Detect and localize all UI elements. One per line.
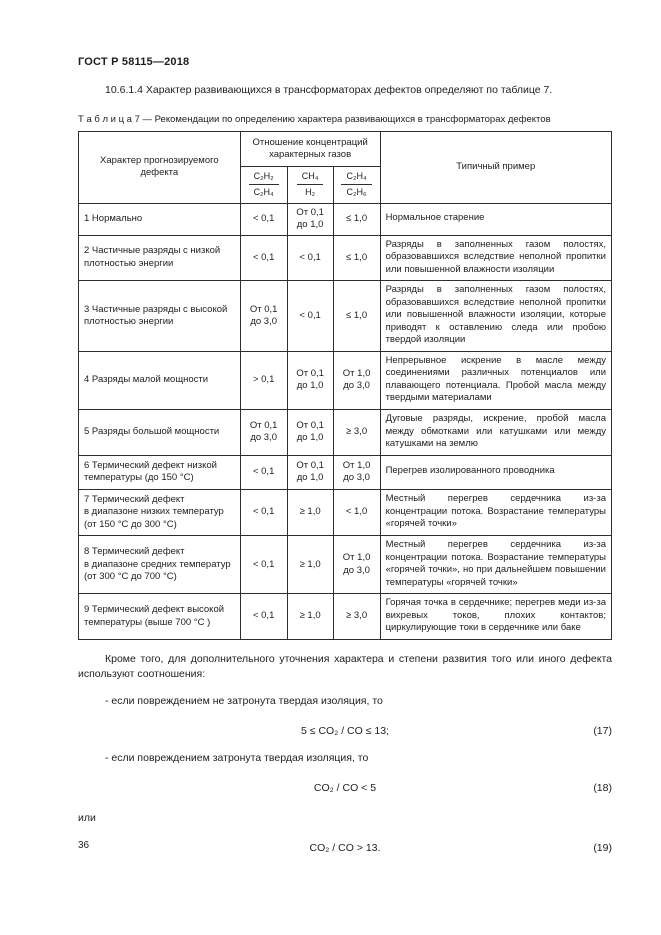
table-row: 1 Нормально < 0,1 От 0,1 до 1,0 ≤ 1,0 Но… — [78, 202, 613, 236]
col-header-ratios-group: Отношение концентраций характерных газов — [239, 131, 381, 168]
cell-defect: 3 Частичные разряды с высокой плотностью… — [78, 280, 241, 352]
cell-ratio-1: > 0,1 — [239, 350, 288, 410]
cell-ratio-3: От 1,0 до 3,0 — [332, 454, 381, 490]
table-row: 3 Частичные разряды с высокой плотностью… — [78, 280, 613, 352]
header-row-ratios: C₂H₂ C₂H₄ CH₄ H₂ C₂H₄ C₂H₆ — [79, 166, 612, 204]
cell-ratio-2: ≥ 1,0 — [286, 488, 334, 537]
cell-ratio-3: ≤ 1,0 — [332, 234, 381, 282]
cell-ratio-1: < 0,1 — [239, 454, 288, 490]
cell-ratio-3: ≥ 3,0 — [332, 593, 381, 640]
col-header-defect: Характер прогнозируемого дефекта — [78, 131, 241, 204]
cell-ratio-3: < 1,0 — [332, 488, 381, 537]
formula-expression: CO₂ / CO > 13. — [309, 842, 381, 855]
cell-example: Разряды в заполненных газом полостях, об… — [379, 234, 613, 282]
cell-ratio-3: ≤ 1,0 — [332, 280, 381, 352]
cell-defect: 5 Разряды большой мощности — [78, 408, 241, 456]
table-row: 2 Частичные разряды с низкой плотностью … — [78, 234, 613, 282]
gas-ratio-denominator: C₂H₄ — [253, 187, 274, 198]
cell-defect: 6 Термический дефект низкой температуры … — [78, 454, 241, 490]
formula-expression: 5 ≤ CO₂ / CO ≤ 13; — [301, 725, 389, 738]
cell-ratio-2: От 0,1 до 1,0 — [286, 350, 334, 410]
gas-ratio-numerator: CH₄ — [296, 170, 324, 186]
cell-ratio-1: От 0,1 до 3,0 — [239, 280, 288, 352]
cell-ratio-1: < 0,1 — [239, 234, 288, 282]
cell-ratio-2: < 0,1 — [286, 280, 334, 352]
formula-expression: CO₂ / CO < 5 — [313, 782, 377, 795]
cell-ratio-1: От 0,1 до 3,0 — [239, 408, 288, 456]
table-body: 1 Нормально < 0,1 От 0,1 до 1,0 ≤ 1,0 Но… — [78, 202, 613, 640]
cell-example: Дуговые разряды, искрение, пробой масла … — [379, 408, 613, 456]
cell-ratio-2: ≥ 1,0 — [286, 593, 334, 640]
cell-defect: 2 Частичные разряды с низкой плотностью … — [78, 234, 241, 282]
table-row: 5 Разряды большой мощности От 0,1 до 3,0… — [78, 408, 613, 456]
cell-ratio-1: < 0,1 — [239, 593, 288, 640]
cell-example: Нормальное старение — [379, 202, 613, 236]
cell-ratio-2: < 0,1 — [286, 234, 334, 282]
formula-row: CO₂ / CO < 5 (18) — [78, 782, 612, 796]
col-header-example: Типичный пример — [379, 131, 613, 204]
or-word: или — [78, 812, 96, 825]
cell-ratio-1: < 0,1 — [239, 535, 288, 595]
col-header-ratio-3: C₂H₄ C₂H₆ — [332, 166, 381, 204]
gas-ratio-fraction: C₂H₂ C₂H₄ — [248, 170, 279, 198]
col-header-ratio-2: CH₄ H₂ — [286, 166, 334, 204]
cell-ratio-3: От 1,0 до 3,0 — [332, 350, 381, 410]
section-paragraph: 10.6.1.4 Характер развивающихся в трансф… — [105, 84, 553, 96]
cell-example: Перегрев изолированного проводника — [379, 454, 613, 490]
cell-ratio-3: От 1,0 до 3,0 — [332, 535, 381, 595]
formula-row: 5 ≤ CO₂ / CO ≤ 13; (17) — [78, 725, 612, 739]
formula-row: CO₂ / CO > 13. (19) — [78, 842, 612, 856]
case-line-no-solid-insulation: - если повреждением не затронута твердая… — [105, 695, 383, 708]
doc-code: ГОСТ Р 58115—2018 — [78, 56, 190, 68]
cell-example: Непрерывное искрение в масле между соеди… — [379, 350, 613, 410]
cell-ratio-2: От 0,1 до 1,0 — [286, 408, 334, 456]
cell-example: Разряды в заполненных газом полостях, об… — [379, 280, 613, 352]
cell-defect: 1 Нормально — [78, 202, 241, 236]
cell-ratio-2: От 0,1 до 1,0 — [286, 454, 334, 490]
gas-ratio-numerator: C₂H₂ — [248, 170, 279, 186]
gas-ratio-denominator: H₂ — [305, 187, 316, 198]
gas-ratio-fraction: C₂H₄ C₂H₆ — [341, 170, 372, 198]
cell-defect: 7 Термический дефект в диапазоне низких … — [78, 488, 241, 537]
gas-ratio-denominator: C₂H₆ — [346, 187, 367, 198]
notes-intro: Кроме того, для дополнительного уточнени… — [78, 652, 612, 681]
cell-ratio-3: ≤ 1,0 — [332, 202, 381, 236]
cell-ratio-3: ≥ 3,0 — [332, 408, 381, 456]
formula-number: (17) — [593, 725, 612, 738]
gas-ratio-fraction: CH₄ H₂ — [296, 170, 324, 198]
cell-ratio-2: От 0,1 до 1,0 — [286, 202, 334, 236]
cell-ratio-2: ≥ 1,0 — [286, 535, 334, 595]
cell-ratio-1: < 0,1 — [239, 202, 288, 236]
table-row: 9 Термический дефект высокой температуры… — [78, 593, 613, 640]
cell-example: Местный перегрев сердечника из-за концен… — [379, 488, 613, 537]
cell-defect: 4 Разряды малой мощности — [78, 350, 241, 410]
cell-defect: 8 Термический дефект в диапазоне средних… — [78, 535, 241, 595]
header-row-group: Характер прогнозируемого дефекта Отношен… — [78, 131, 613, 204]
table-row: 8 Термический дефект в диапазоне средних… — [78, 535, 613, 595]
case-line-solid-insulation: - если повреждением затронута твердая из… — [105, 752, 369, 765]
cell-defect: 9 Термический дефект высокой температуры… — [78, 593, 241, 640]
defects-table: Характер прогнозируемого дефекта Отношен… — [78, 131, 613, 640]
table-header: Характер прогнозируемого дефекта Отношен… — [78, 131, 613, 204]
cell-example: Горячая точка в сердечнике; перегрев мед… — [379, 593, 613, 640]
cell-example: Местный перегрев сердечника из-за концен… — [379, 535, 613, 595]
table-caption: Т а б л и ц а 7 — Рекомендации по опреде… — [78, 114, 551, 126]
page-number: 36 — [78, 840, 90, 851]
table-row: 4 Разряды малой мощности > 0,1 От 0,1 до… — [78, 350, 613, 410]
cell-ratio-1: < 0,1 — [239, 488, 288, 537]
table-row: 7 Термический дефект в диапазоне низких … — [78, 488, 613, 537]
formula-number: (19) — [593, 842, 612, 855]
table-row: 6 Термический дефект низкой температуры … — [78, 454, 613, 490]
formula-number: (18) — [593, 782, 612, 795]
gas-ratio-numerator: C₂H₄ — [341, 170, 372, 186]
col-header-ratio-1: C₂H₂ C₂H₄ — [239, 166, 288, 204]
